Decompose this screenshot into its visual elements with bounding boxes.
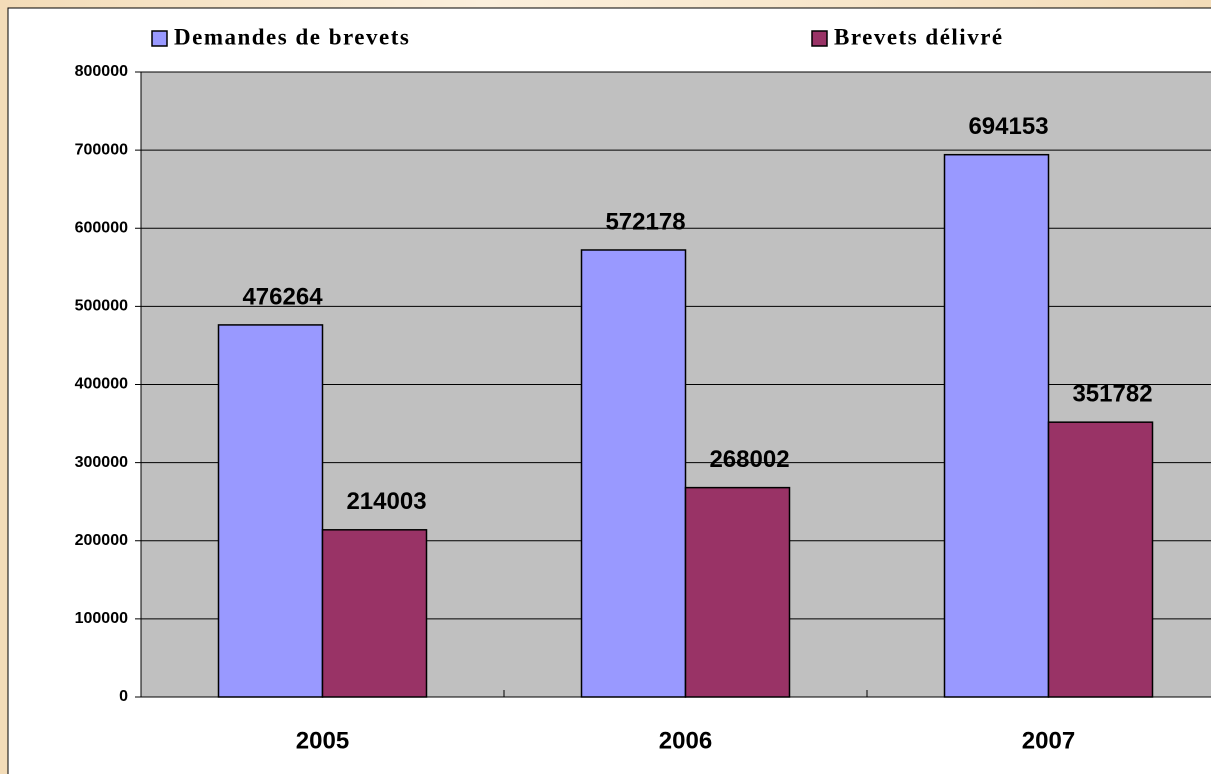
bar [321, 529, 428, 698]
y-tick-label: 600000 [75, 219, 128, 236]
data-label: 351782 [1072, 381, 1152, 408]
legend-label: Brevets délivré [834, 24, 1004, 49]
y-tick-label: 800000 [75, 63, 128, 80]
y-tick-label: 200000 [75, 532, 128, 549]
bar [580, 249, 687, 698]
bar [1047, 421, 1154, 698]
data-label: 476264 [242, 283, 323, 310]
y-tick-label: 400000 [75, 376, 128, 393]
data-label: 268002 [709, 446, 789, 473]
x-tick-label: 2007 [1022, 727, 1075, 754]
y-tick-label: 500000 [75, 298, 128, 315]
y-tick-label: 100000 [75, 610, 128, 627]
legend-label: Demandes de brevets [174, 24, 410, 49]
data-label: 694153 [968, 113, 1048, 140]
y-tick-label: 700000 [75, 141, 128, 158]
data-label: 572178 [605, 208, 685, 235]
bar [217, 324, 324, 698]
x-tick-label: 2006 [659, 727, 712, 754]
legend-swatch [811, 30, 828, 47]
y-tick-label: 300000 [75, 454, 128, 471]
data-label: 214003 [346, 488, 426, 515]
bar [684, 486, 791, 698]
bar [943, 153, 1050, 698]
x-tick-label: 2005 [296, 727, 349, 754]
y-tick-label: 0 [119, 688, 128, 705]
legend-swatch [151, 30, 168, 47]
